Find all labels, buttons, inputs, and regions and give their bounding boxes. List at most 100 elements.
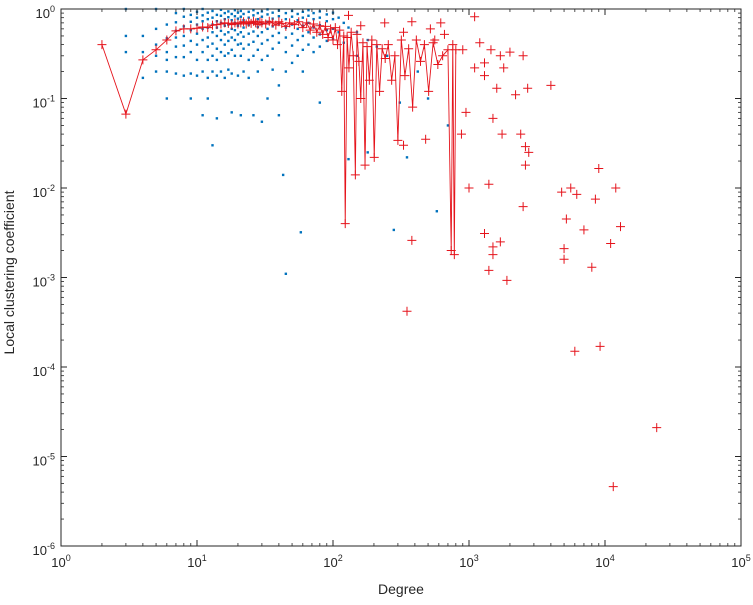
- plus-marker: [499, 63, 509, 73]
- plus-marker: [285, 18, 295, 28]
- data-point: [174, 21, 178, 24]
- y-tick-label: 100: [36, 4, 55, 21]
- data-point: [307, 31, 310, 34]
- plus-marker: [594, 164, 604, 174]
- plus-marker: [121, 109, 131, 119]
- plus-marker: [192, 23, 202, 33]
- data-point: [211, 9, 214, 13]
- data-point: [219, 29, 223, 33]
- plus-marker: [372, 40, 382, 50]
- data-point: [165, 58, 169, 62]
- plus-marker: [390, 51, 400, 61]
- data-point: [325, 13, 328, 16]
- data-point: [277, 84, 281, 87]
- plus-marker: [348, 51, 358, 61]
- plus-marker: [433, 59, 443, 69]
- plus-marker: [559, 254, 569, 264]
- data-point: [215, 47, 219, 50]
- plus-marker: [356, 21, 366, 31]
- plus-marker: [518, 51, 528, 61]
- data-point: [189, 13, 192, 17]
- data-point: [211, 42, 214, 45]
- data-point: [256, 48, 260, 52]
- plus-marker: [479, 58, 489, 68]
- data-point: [165, 23, 169, 26]
- data-point: [318, 45, 322, 48]
- data-point: [206, 58, 209, 62]
- data-point: [219, 50, 223, 54]
- data-point: [182, 34, 186, 38]
- plus-marker: [484, 265, 494, 275]
- plus-marker: [383, 40, 393, 50]
- data-point: [247, 58, 250, 62]
- plus-marker: [399, 27, 409, 37]
- plus-marker: [408, 102, 418, 112]
- plus-marker: [305, 25, 315, 35]
- plus-marker: [396, 35, 406, 45]
- data-point: [195, 32, 199, 35]
- data-point: [266, 38, 269, 42]
- plus-marker: [380, 18, 390, 28]
- plus-marker: [362, 42, 372, 52]
- data-point: [206, 97, 209, 100]
- data-point: [307, 8, 310, 12]
- data-point: [227, 31, 230, 34]
- plus-marker: [399, 140, 409, 150]
- data-point: [284, 36, 288, 39]
- plus-marker: [479, 229, 489, 239]
- data-point: [211, 144, 214, 147]
- plus-marker: [479, 71, 489, 81]
- data-point: [227, 15, 230, 19]
- data-point: [247, 32, 250, 35]
- plus-marker: [97, 40, 107, 50]
- data-point: [215, 34, 219, 38]
- data-point: [239, 31, 243, 34]
- y-tick-label: 10-5: [33, 452, 55, 469]
- data-point: [318, 16, 322, 19]
- data-point: [174, 72, 178, 75]
- plus-marker: [566, 183, 576, 193]
- plus-marker: [421, 134, 431, 144]
- plus-marker: [246, 18, 256, 28]
- data-point: [154, 70, 158, 73]
- data-point: [195, 74, 199, 77]
- data-point: [195, 58, 199, 62]
- data-point: [426, 97, 430, 100]
- data-point: [227, 39, 230, 43]
- data-point: [236, 11, 240, 14]
- x-tick-label: 101: [187, 553, 206, 570]
- plus-marker: [546, 80, 556, 90]
- data-point: [337, 16, 340, 19]
- data-point: [277, 15, 281, 18]
- data-point: [223, 11, 226, 15]
- data-point: [312, 11, 315, 15]
- data-point: [211, 16, 214, 19]
- data-point: [242, 70, 245, 73]
- plus-marker: [328, 35, 338, 45]
- plus-marker: [333, 40, 343, 50]
- data-point: [215, 58, 219, 62]
- data-point: [290, 61, 294, 65]
- data-point: [230, 48, 233, 52]
- data-point: [223, 33, 226, 36]
- data-point: [219, 38, 223, 42]
- data-point: [284, 11, 288, 15]
- data-point: [290, 32, 294, 35]
- data-point: [230, 36, 233, 39]
- data-point: [211, 31, 214, 34]
- plus-marker: [151, 45, 161, 55]
- data-point: [284, 272, 288, 275]
- plus-marker: [393, 135, 403, 145]
- series-line: [101, 20, 457, 255]
- data-point: [182, 44, 186, 47]
- data-point: [236, 17, 240, 20]
- data-point: [260, 42, 264, 45]
- data-point: [219, 8, 223, 11]
- data-point: [284, 50, 288, 54]
- data-point: [201, 114, 204, 117]
- plus-marker: [523, 83, 533, 93]
- data-point: [154, 27, 158, 31]
- data-point: [141, 50, 145, 54]
- plus-marker: [411, 35, 421, 45]
